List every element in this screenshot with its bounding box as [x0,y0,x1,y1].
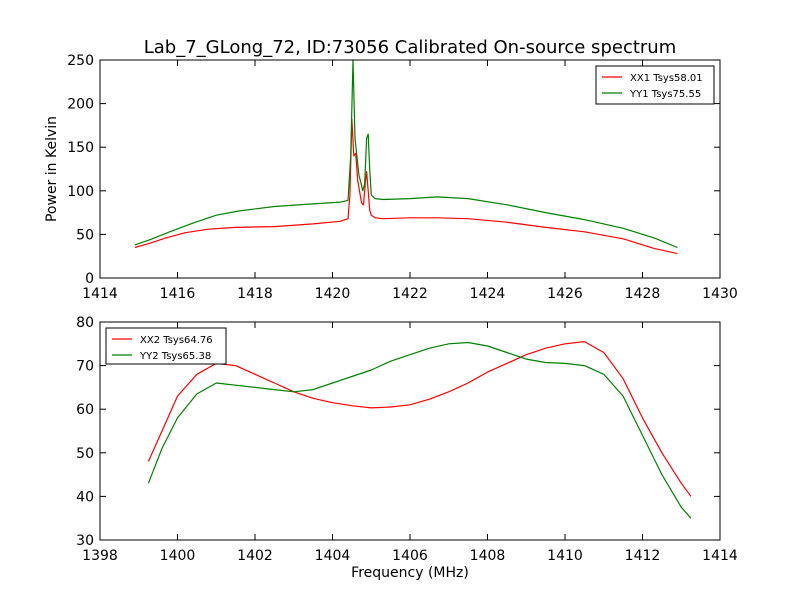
x-tick-label: 1412 [625,548,661,564]
x-tick-label: 1414 [702,548,738,564]
x-tick-label: 1406 [392,548,428,564]
x-tick-label: 1424 [470,286,506,302]
x-tick-label: 1418 [237,286,273,302]
legend: XX1 Tsys58.01 YY1 Tsys75.55 [595,65,715,105]
bottom-spectrum-chart: 1398 1400 1402 1404 1406 1408 1410 1412 1414 30 40… [76,315,738,564]
y-tick-label: 250 [67,53,94,69]
y-tick-label: 0 [85,271,94,287]
y-tick-label: 150 [67,140,94,156]
legend-label: XX1 Tsys58.01 [630,73,703,84]
x-tick-label: 1414 [82,286,118,302]
y-axis-label: Power in Kelvin [44,116,60,222]
x-tick-label: 1398 [82,548,118,564]
x-tick-label: 1416 [160,286,196,302]
x-tick-label: 1400 [160,548,196,564]
legend-label: XX2 Tsys64.76 [140,335,213,346]
series-line-0-1 [134,59,678,249]
y-tick-label: 100 [67,184,94,200]
legend-label: YY1 Tsys75.55 [629,89,701,100]
x-tick-label: 1410 [547,548,583,564]
top-spectrum-chart: 1414 1416 1418 1420 1422 1424 1426 1428 1430 0 50 1… [67,53,738,302]
y-tick-label: 40 [76,489,94,505]
y-tick-label: 80 [76,315,94,331]
legend-box [105,327,227,365]
series-line-1-1 [147,341,692,519]
series-line-0-0 [134,118,678,255]
legend-box [595,65,715,105]
legend-label: YY2 Tsys65.38 [139,351,211,362]
x-tick-label: 1430 [702,286,738,302]
y-tick-label: 60 [76,402,94,418]
x-axis-label: Frequency (MHz) [351,565,469,581]
x-tick-label: 1422 [392,286,428,302]
x-tick-label: 1426 [547,286,583,302]
y-tick-label: 200 [67,97,94,113]
x-tick-label: 1428 [625,286,661,302]
y-tick-label: 50 [76,227,94,243]
x-tick-label: 1404 [315,548,351,564]
x-tick-label: 1420 [315,286,351,302]
y-tick-label: 30 [76,533,94,549]
series-line-1-0 [147,341,692,497]
figure-title: Lab_7_GLong_72, ID:73056 Calibrated On-s… [144,37,677,58]
x-tick-label: 1408 [470,548,506,564]
y-tick-label: 70 [76,359,94,375]
y-tick-label: 50 [76,446,94,462]
legend: XX2 Tsys64.76 YY2 Tsys65.38 [105,327,227,365]
x-tick-label: 1402 [237,548,273,564]
